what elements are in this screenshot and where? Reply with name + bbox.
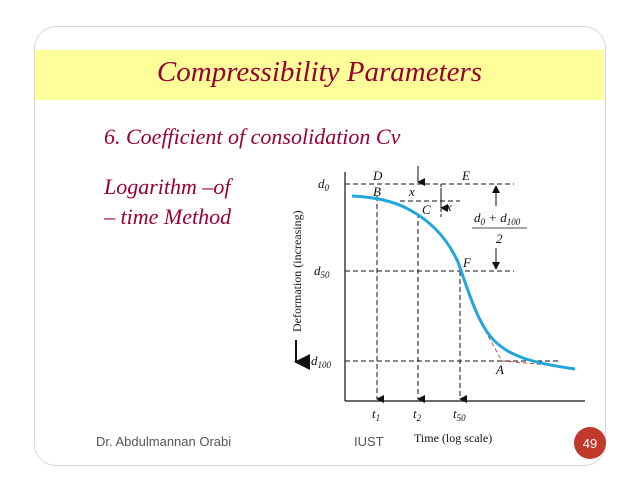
footer-author: Dr. Abdulmannan Orabi [96,434,232,449]
point-e-label: E [461,168,470,183]
consolidation-curve [351,194,576,371]
x-mark-2: x [445,199,452,214]
point-c-label: C [422,202,431,217]
x-axis-label: Time (log scale) [414,431,492,445]
tail-tangent [501,360,561,367]
point-d-label: D [372,168,383,183]
method-line-1: Logarithm –of [104,174,231,199]
d50-label: d50 [314,263,330,280]
method-label: Logarithm –of – time Method [104,172,231,232]
method-line-2: – time Method [104,204,232,229]
slide-title: Compressibility Parameters [156,56,483,88]
d0-label: d0 [318,176,330,193]
point-f-label: F [462,255,472,270]
t50-label: t50 [453,406,466,423]
page-number-badge: 49 [574,427,606,459]
point-a-label: A [495,362,504,377]
t1-label: t1 [372,406,380,423]
y-axis-label: Deformation (increasing) [290,210,304,332]
d100-label: d100 [311,353,332,370]
title-band [35,50,604,100]
formula-denominator: 2 [496,231,503,246]
footer-institution: IUST [354,434,384,449]
t2-label: t2 [413,406,422,423]
point-b-label: B [373,184,381,199]
formula-numerator: d0 + d100 [474,210,521,227]
x-mark-1: x [408,184,415,199]
slide-subtitle: 6. Coefficient of consolidation Cv [104,124,401,149]
